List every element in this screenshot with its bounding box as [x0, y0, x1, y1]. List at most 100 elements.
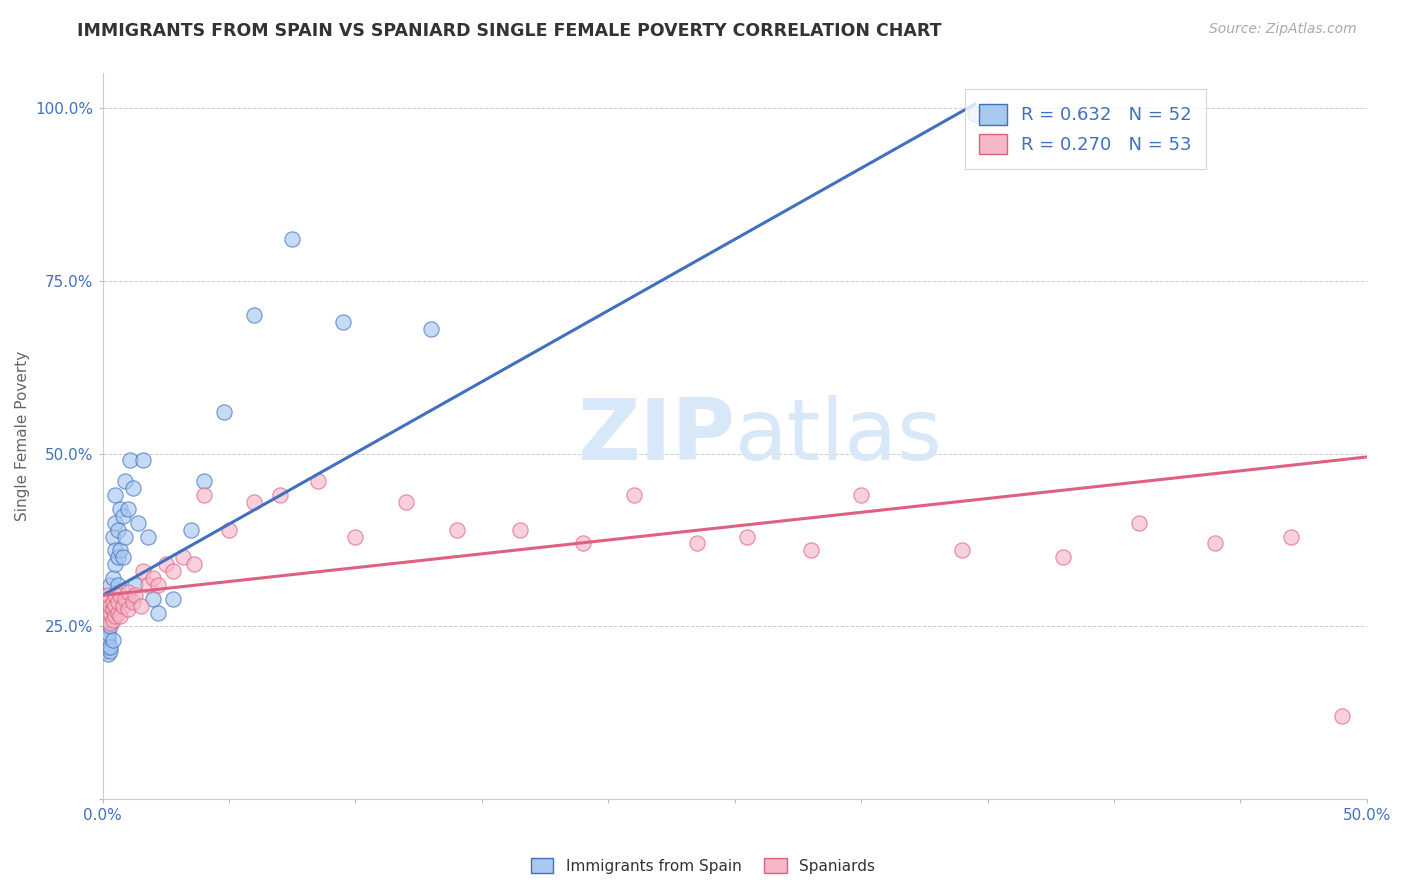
Point [94, 630, 117, 644]
Point [101, 571, 124, 585]
Point [1330, 709, 1353, 723]
Text: atlas: atlas [735, 395, 942, 478]
Point [218, 523, 240, 537]
Point [122, 481, 145, 495]
Point [94, 613, 117, 627]
Point [117, 602, 139, 616]
Point [173, 550, 195, 565]
Point [98, 578, 121, 592]
Point [107, 523, 129, 537]
Point [104, 609, 127, 624]
Point [114, 530, 136, 544]
Point [183, 558, 205, 572]
Point [212, 405, 235, 419]
Point [94, 640, 117, 655]
Point [97, 647, 120, 661]
Point [97, 588, 120, 602]
Point [122, 595, 145, 609]
Point [446, 523, 468, 537]
Point [124, 588, 146, 602]
Point [799, 543, 821, 558]
Point [97, 630, 120, 644]
Point [98, 619, 121, 633]
Point [117, 501, 139, 516]
Point [117, 585, 139, 599]
Point [148, 606, 170, 620]
Point [94, 633, 117, 648]
Point [420, 322, 443, 336]
Point [111, 599, 134, 613]
Point [136, 578, 159, 592]
Point [107, 606, 129, 620]
Point [107, 595, 129, 609]
Point [132, 453, 155, 467]
Point [107, 578, 129, 592]
Point [110, 501, 132, 516]
Point [509, 523, 531, 537]
Point [193, 488, 215, 502]
Point [269, 488, 291, 502]
Point [94, 643, 117, 657]
Point [120, 453, 142, 467]
Point [114, 474, 136, 488]
Point [849, 488, 872, 502]
Point [98, 640, 121, 655]
Text: Source: ZipAtlas.com: Source: ZipAtlas.com [1209, 22, 1357, 37]
Point [94, 637, 117, 651]
Point [737, 530, 759, 544]
Point [110, 588, 132, 602]
Point [142, 571, 165, 585]
Point [101, 595, 124, 609]
Point [98, 643, 121, 657]
Point [243, 308, 266, 322]
Point [162, 591, 184, 606]
Point [97, 591, 120, 606]
Point [155, 558, 177, 572]
Legend: R = 0.632   N = 52, R = 0.270   N = 53: R = 0.632 N = 52, R = 0.270 N = 53 [965, 89, 1206, 169]
Point [950, 543, 973, 558]
Point [97, 633, 120, 648]
Point [104, 599, 127, 613]
Point [97, 626, 120, 640]
Point [193, 474, 215, 488]
Point [97, 640, 120, 655]
Point [101, 633, 124, 648]
Y-axis label: Single Female Poverty: Single Female Poverty [15, 351, 30, 521]
Point [98, 606, 121, 620]
Point [243, 495, 266, 509]
Point [281, 232, 304, 246]
Point [1052, 550, 1074, 565]
Point [127, 516, 149, 530]
Point [124, 578, 146, 592]
Point [111, 550, 134, 565]
Point [104, 488, 127, 502]
Point [1128, 516, 1150, 530]
Text: IMMIGRANTS FROM SPAIN VS SPANIARD SINGLE FEMALE POVERTY CORRELATION CHART: IMMIGRANTS FROM SPAIN VS SPANIARD SINGLE… [77, 22, 942, 40]
Legend: Immigrants from Spain, Spaniards: Immigrants from Spain, Spaniards [524, 852, 882, 880]
Point [104, 543, 127, 558]
Point [142, 591, 165, 606]
Point [132, 564, 155, 578]
Point [117, 591, 139, 606]
Point [1204, 536, 1226, 550]
Point [104, 588, 127, 602]
Point [963, 107, 986, 121]
Point [97, 637, 120, 651]
Point [148, 578, 170, 592]
Point [101, 613, 124, 627]
Point [180, 523, 202, 537]
Point [395, 495, 418, 509]
Text: ZIP: ZIP [576, 395, 735, 478]
Point [129, 599, 152, 613]
Point [98, 599, 121, 613]
Point [110, 609, 132, 624]
Point [98, 615, 121, 630]
Point [104, 558, 127, 572]
Point [97, 606, 120, 620]
Point [344, 530, 367, 544]
Point [111, 508, 134, 523]
Point [104, 516, 127, 530]
Point [110, 543, 132, 558]
Point [332, 315, 354, 329]
Point [136, 530, 159, 544]
